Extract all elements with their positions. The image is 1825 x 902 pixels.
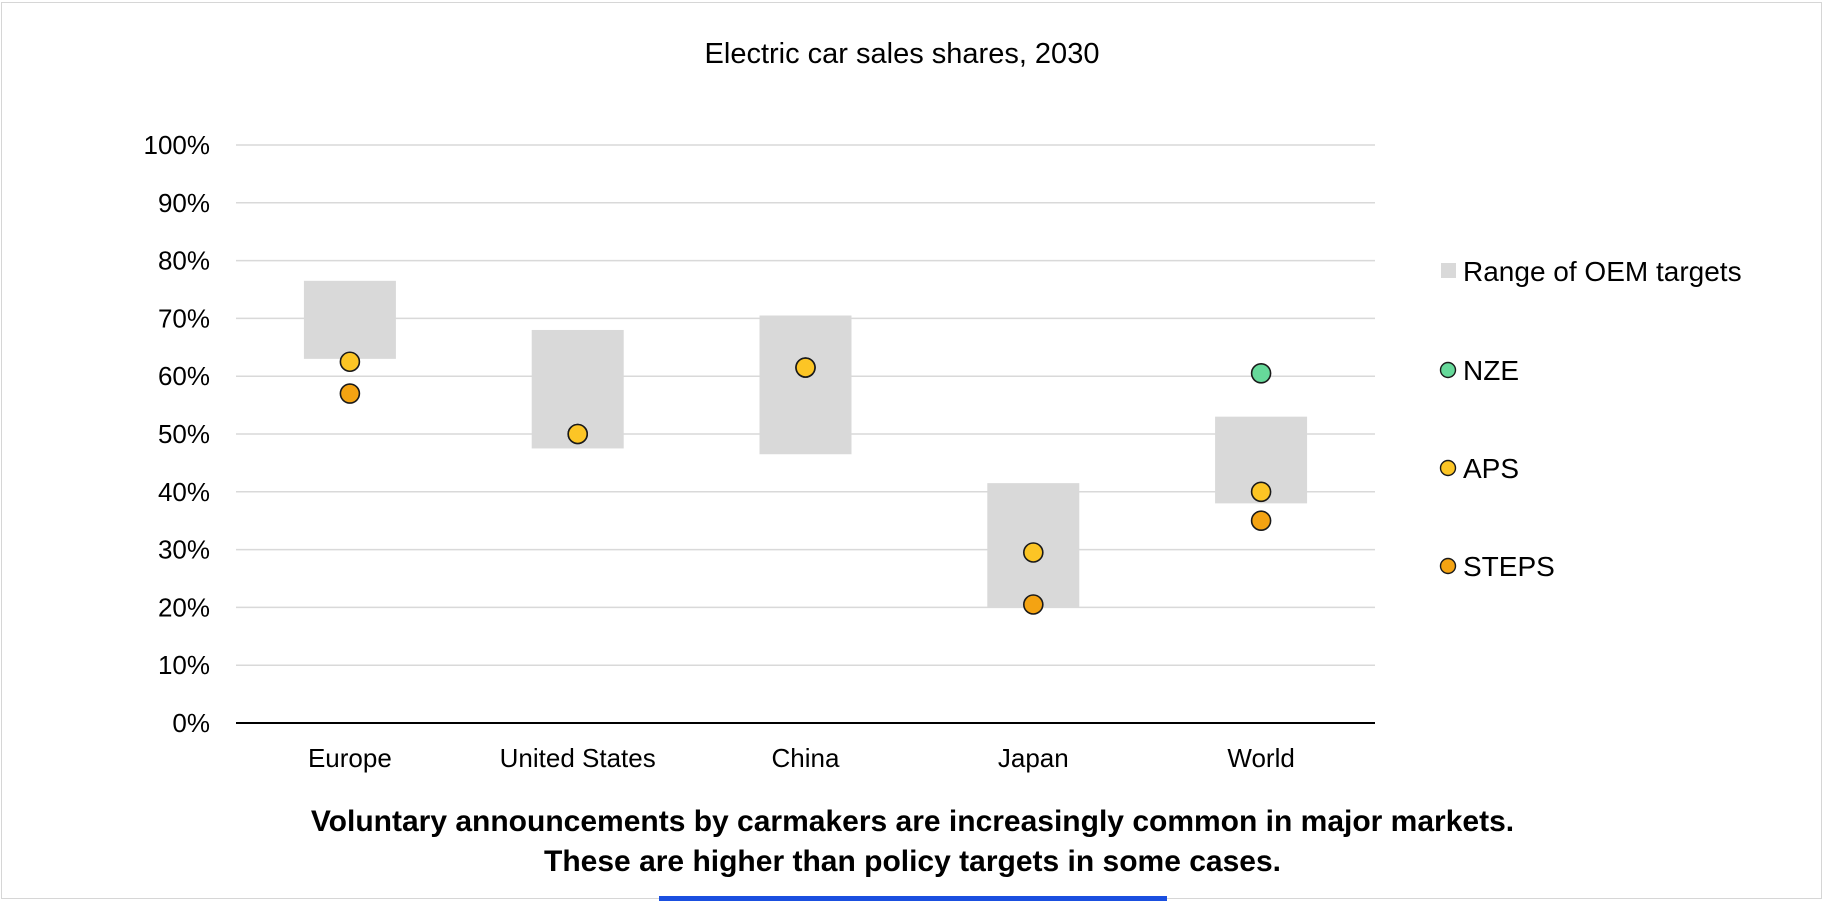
y-tick-label: 40% — [158, 477, 210, 507]
oem-range-box — [303, 280, 396, 359]
accent-bar — [659, 896, 1167, 901]
point-aps — [339, 351, 361, 373]
legend-marker-steps — [1439, 557, 1457, 575]
x-tick-label: World — [1227, 743, 1294, 773]
legend-marker-aps — [1439, 459, 1457, 477]
x-tick-label: Japan — [998, 743, 1069, 773]
y-tick-label: 70% — [158, 303, 210, 333]
point-aps — [795, 357, 816, 378]
y-tick-label: 90% — [158, 188, 210, 218]
point-aps — [1023, 542, 1044, 563]
point-aps — [567, 423, 589, 445]
y-tick-label: 10% — [158, 650, 210, 680]
point-nze — [1250, 363, 1272, 384]
oem-range-box — [759, 315, 852, 455]
legend-label-nze: NZE — [1463, 355, 1519, 386]
y-tick-label: 30% — [158, 535, 210, 565]
y-tick-label: 0% — [172, 708, 210, 738]
point-aps — [1250, 481, 1272, 503]
point-steps — [1250, 510, 1272, 532]
legend-label-range: Range of OEM targets — [1463, 256, 1742, 287]
y-tick-label: 80% — [158, 246, 210, 276]
chart-title: Electric car sales shares, 2030 — [705, 38, 1100, 70]
point-steps — [339, 383, 361, 404]
caption-line-1: Voluntary announcements by carmakers are… — [310, 805, 1515, 838]
x-tick-label: Europe — [308, 743, 392, 773]
x-tick-label: United States — [500, 743, 656, 773]
y-tick-label: 100% — [144, 130, 211, 160]
x-tick-label: China — [772, 743, 840, 773]
point-steps — [1023, 594, 1044, 615]
y-tick-label: 20% — [158, 592, 210, 622]
y-tick-label: 60% — [158, 361, 210, 391]
caption-line-2: These are higher than policy targets in … — [544, 845, 1281, 878]
legend-swatch-range — [1441, 263, 1456, 278]
legend-marker-nze — [1439, 361, 1457, 379]
legend-label-steps: STEPS — [1463, 551, 1555, 582]
y-tick-label: 50% — [158, 419, 210, 449]
legend-label-aps: APS — [1463, 453, 1519, 484]
